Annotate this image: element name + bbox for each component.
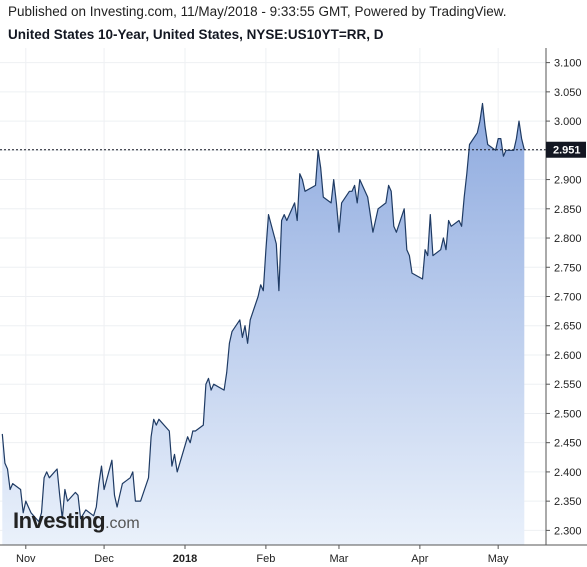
axes: 2.300 2.350 2.400 2.450 2.500 2.550 2.600 2.650… xyxy=(0,48,587,565)
y-tick-label: 2.850 xyxy=(554,204,582,216)
y-tick-label: 3.050 xyxy=(554,87,582,99)
y-tick-label: 2.650 xyxy=(554,321,582,333)
investing-logo: Investing.com xyxy=(13,508,140,534)
x-tick-label: Feb xyxy=(256,553,275,565)
published-info: Published on Investing.com, 11/May/2018 … xyxy=(8,4,507,19)
y-tick-label: 2.450 xyxy=(554,438,582,450)
area-fill xyxy=(2,103,525,545)
x-tick-label: Apr xyxy=(411,553,428,565)
y-tick-label: 2.500 xyxy=(554,408,582,420)
y-tick-label: 2.300 xyxy=(554,525,582,537)
y-tick-label: 2.350 xyxy=(554,496,582,508)
chart-title: United States 10-Year, United States, NY… xyxy=(8,27,384,42)
x-tick-label: Dec xyxy=(94,553,114,565)
y-tick-label: 3.000 xyxy=(554,116,582,128)
y-tick-label: 2.900 xyxy=(554,175,582,187)
last-price-label: 2.951 xyxy=(553,145,581,157)
x-tick-label: Nov xyxy=(16,553,36,565)
y-tick-label: 3.100 xyxy=(554,58,582,70)
series-line xyxy=(1,102,525,523)
y-tick-label: 2.550 xyxy=(554,379,582,391)
y-tick-label: 2.600 xyxy=(554,350,582,362)
last-price-badge: 2.951 xyxy=(546,141,586,158)
y-tick-label: 2.400 xyxy=(554,467,582,479)
y-tick-label: 2.800 xyxy=(554,233,582,245)
y-tick-label: 2.700 xyxy=(554,292,582,304)
x-tick-label: Mar xyxy=(329,553,348,565)
x-tick-label: 2018 xyxy=(173,553,197,565)
logo-suffix: .com xyxy=(105,515,140,532)
x-tick-label: May xyxy=(488,553,509,565)
y-tick-label: 2.750 xyxy=(554,262,582,274)
logo-brand: Investing xyxy=(13,508,106,533)
